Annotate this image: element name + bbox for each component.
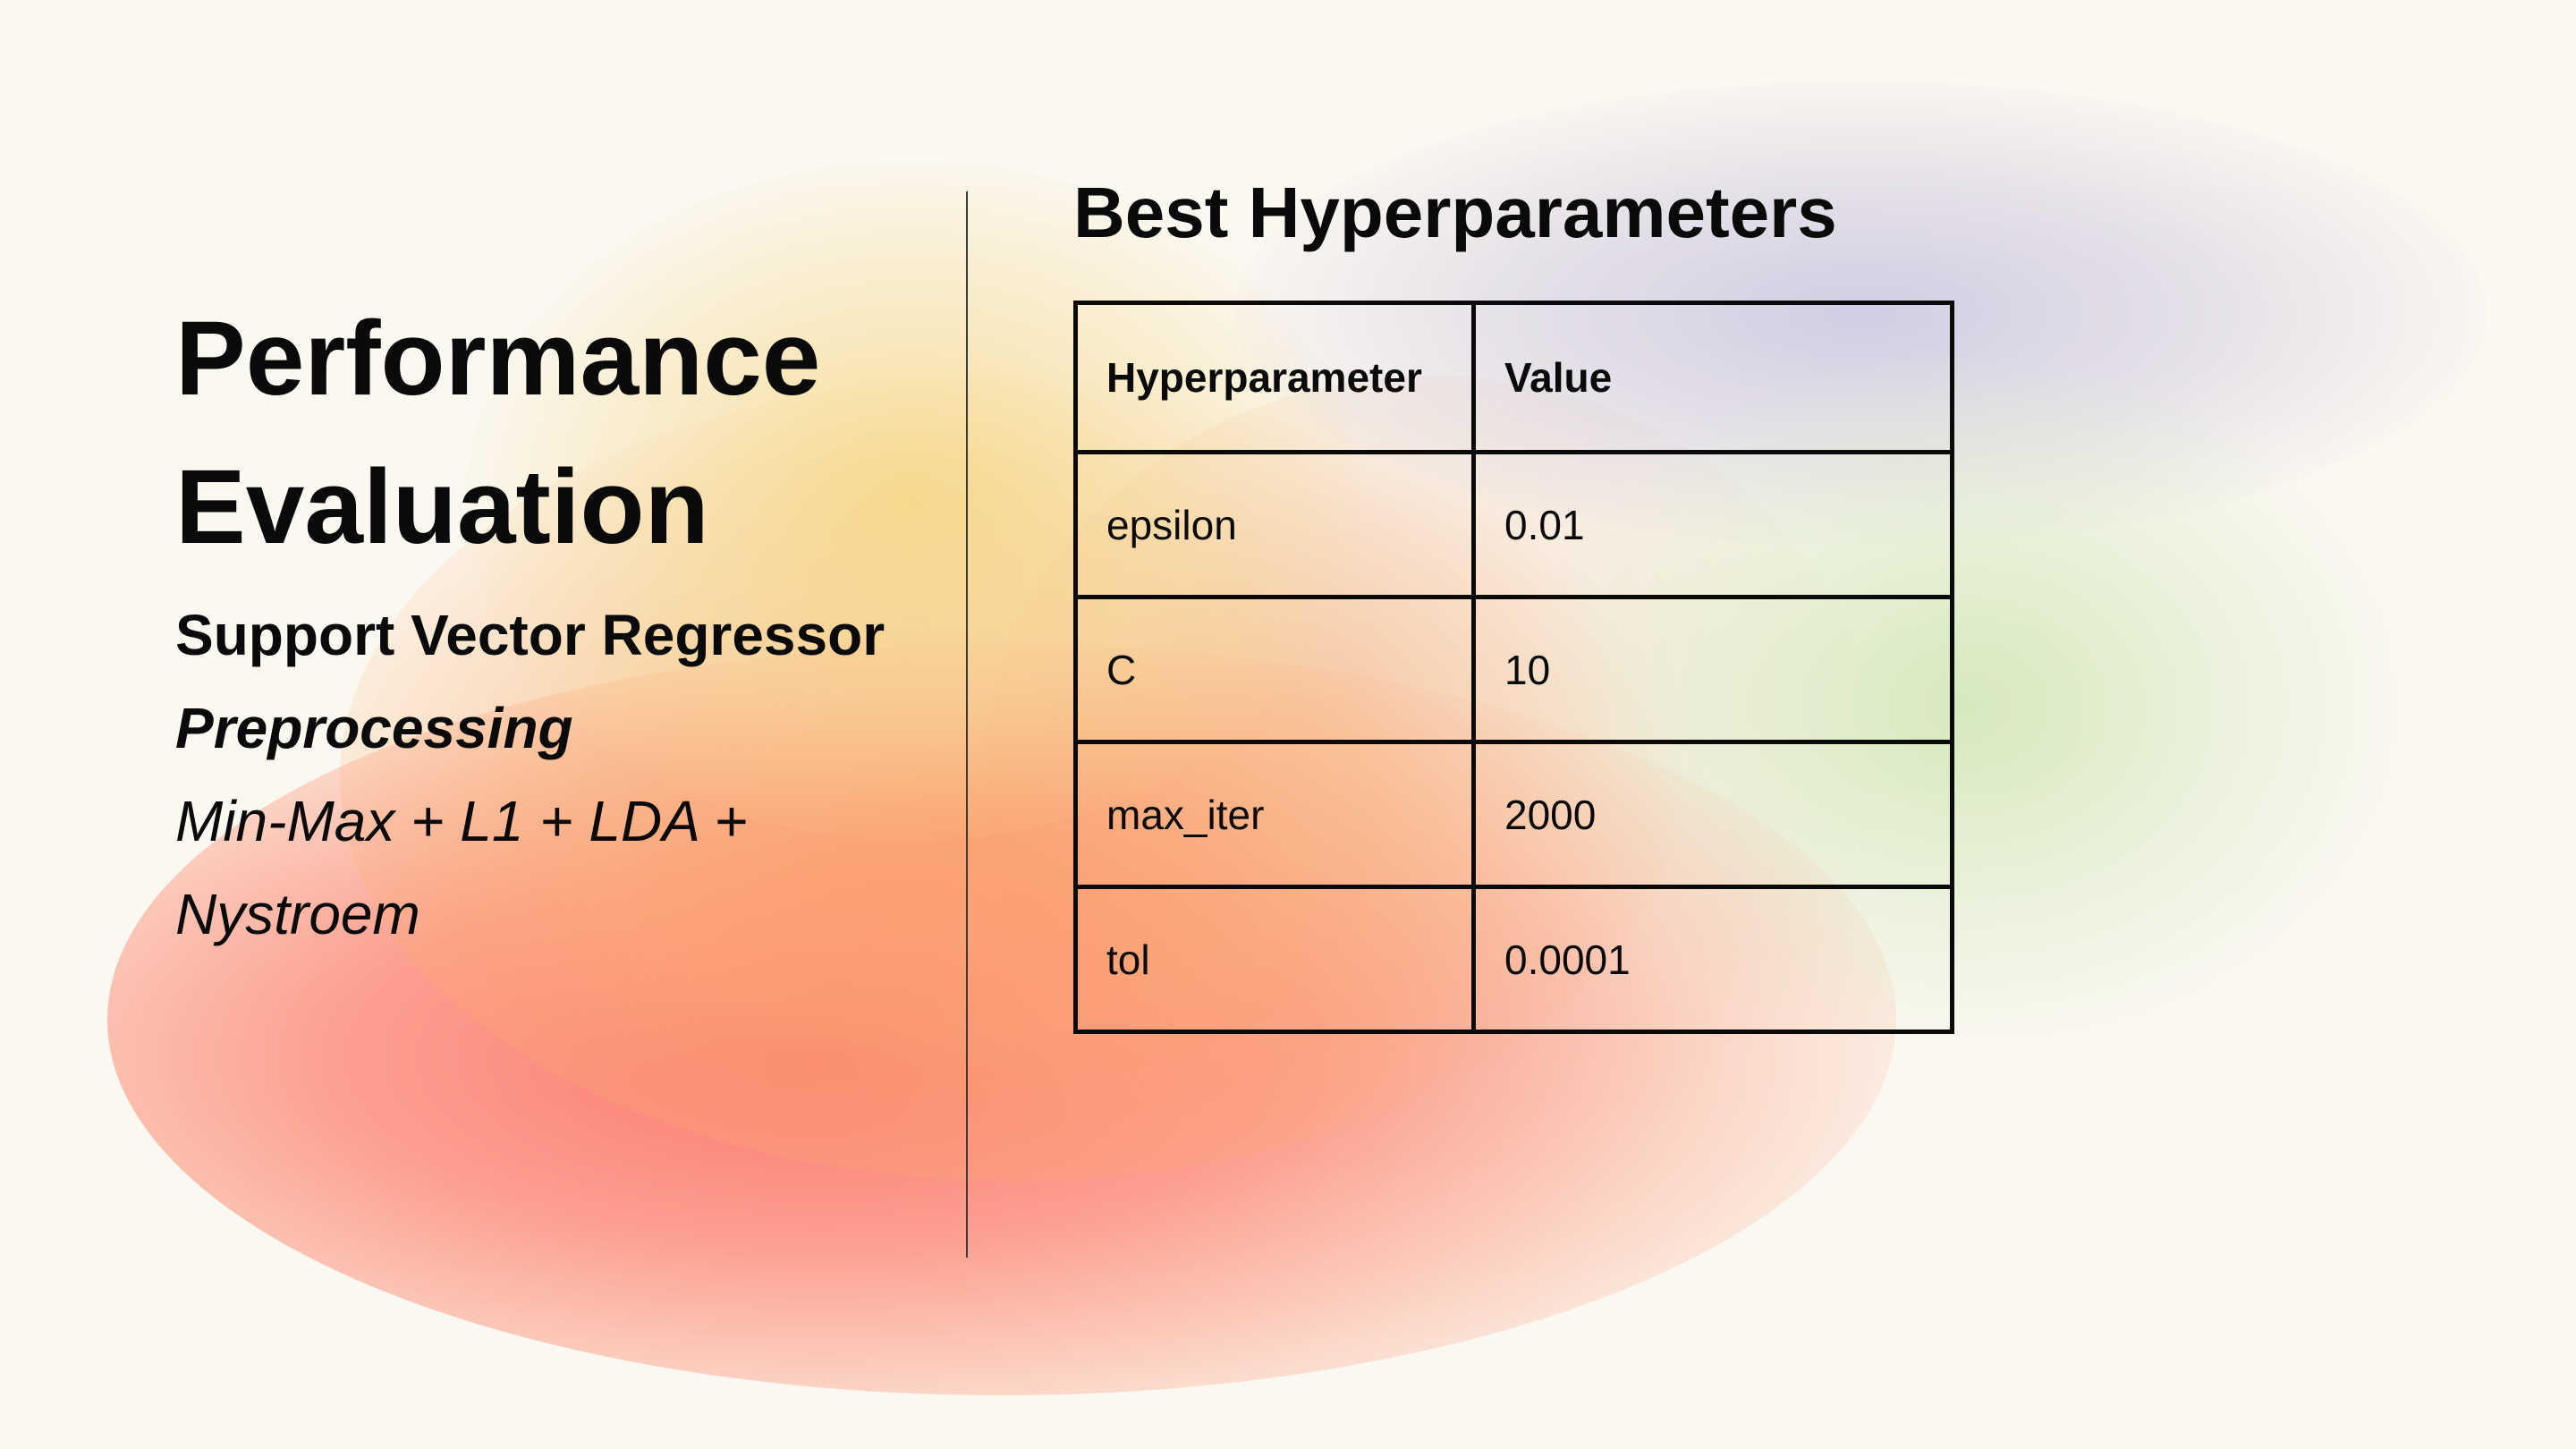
slide-title: Performance Evaluation — [175, 284, 962, 581]
hyperparameter-table: Hyperparameter Value epsilon 0.01 C 10 m… — [1073, 301, 1954, 1034]
param-value-cell: 0.0001 — [1471, 885, 1954, 1034]
header-value: Value — [1471, 301, 1954, 454]
table-header-row: Hyperparameter Value — [1073, 301, 1954, 454]
table-title: Best Hyperparameters — [1073, 173, 1837, 252]
param-value-cell: 2000 — [1471, 740, 1954, 889]
model-name: Support Vector Regressor — [175, 603, 886, 667]
table-row: tol 0.0001 — [1073, 885, 1954, 1034]
param-name-cell: C — [1073, 595, 1476, 744]
param-value-cell: 10 — [1471, 595, 1954, 744]
slide-title-line1: Performance — [175, 300, 821, 418]
preprocessing-heading: Preprocessing — [175, 696, 573, 760]
table-row: max_iter 2000 — [1073, 740, 1954, 889]
param-name-cell: max_iter — [1073, 740, 1476, 889]
param-value-cell: 0.01 — [1471, 450, 1954, 599]
vertical-divider — [966, 191, 968, 1258]
table-row: epsilon 0.01 — [1073, 450, 1954, 599]
preprocessing-pipeline: Min-Max + L1 + LDA + Nystroem — [175, 775, 873, 961]
left-panel: Performance Evaluation Support Vector Re… — [175, 284, 962, 961]
header-hyperparameter: Hyperparameter — [1073, 301, 1476, 454]
preprocessing-line2: Nystroem — [175, 882, 420, 946]
slide-title-line2: Evaluation — [175, 448, 709, 566]
param-name-cell: epsilon — [1073, 450, 1476, 599]
param-name-cell: tol — [1073, 885, 1476, 1034]
table-row: C 10 — [1073, 595, 1954, 744]
preprocessing-line1: Min-Max + L1 + LDA + — [175, 789, 748, 853]
